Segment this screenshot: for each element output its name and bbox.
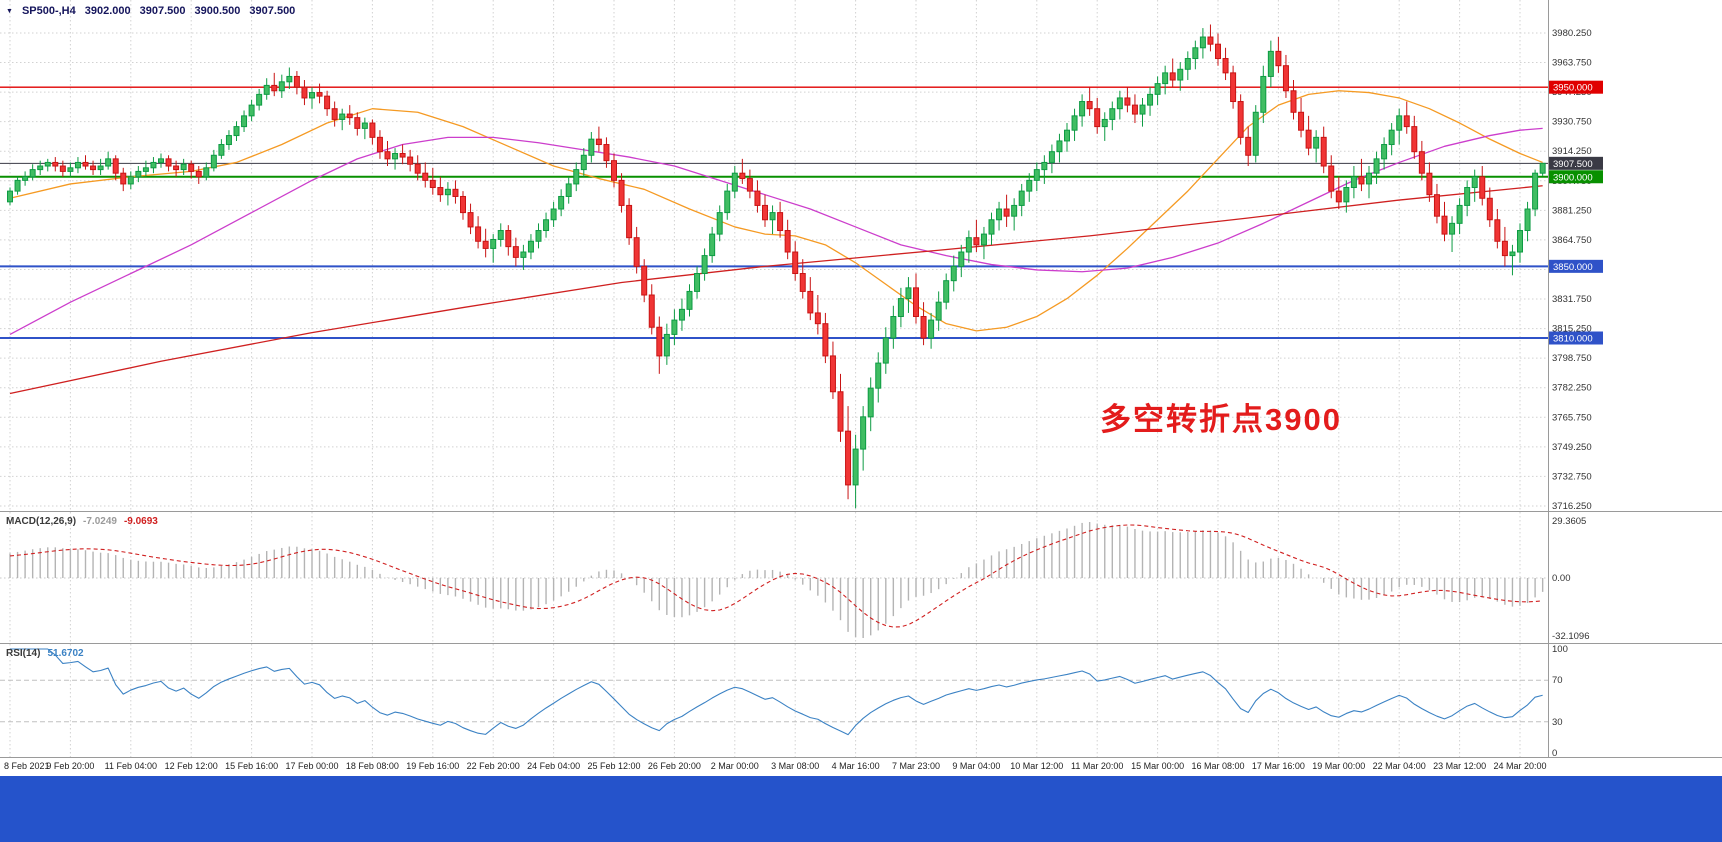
horizontal-level-lines — [0, 86, 1548, 340]
price-axis-label: 3914.250 — [1552, 146, 1592, 157]
rsi-value: 51.6702 — [47, 648, 84, 659]
time-axis-label: 26 Feb 20:00 — [648, 761, 701, 771]
price-axis-label: 3881.250 — [1552, 205, 1592, 216]
macd-axis-label: -32.1096 — [1552, 631, 1590, 642]
time-axis-label: 17 Feb 00:00 — [285, 761, 338, 771]
rsi-axis-label: 100 — [1552, 644, 1568, 655]
price-axis-label: 3749.250 — [1552, 442, 1592, 453]
symbol-period-label: SP500-,H4 — [21, 5, 76, 17]
time-axis-label: 25 Feb 12:00 — [587, 761, 640, 771]
price-axis-label: 3798.750 — [1552, 353, 1592, 364]
svg-text:3850.000: 3850.000 — [1553, 262, 1593, 273]
time-axis-label: 15 Mar 00:00 — [1131, 761, 1184, 771]
time-axis-label: 15 Feb 16:00 — [225, 761, 278, 771]
price-axis-label: 3963.750 — [1552, 58, 1592, 69]
time-axis-label: 16 Mar 08:00 — [1191, 761, 1244, 771]
time-axis-label: 11 Feb 04:00 — [105, 761, 157, 771]
svg-text:3810.000: 3810.000 — [1553, 334, 1593, 345]
close-value: 3907.500 — [249, 5, 296, 17]
time-axis-label: 17 Mar 16:00 — [1252, 761, 1305, 771]
time-axis-label: 8 Feb 2021 — [4, 761, 50, 771]
time-axis-label: 24 Feb 04:00 — [527, 761, 580, 771]
time-axis-label: 4 Mar 16:00 — [832, 761, 880, 771]
macd-value-main: -7.0249 — [83, 516, 117, 527]
annotation-text: 多空转折点3900 — [1100, 402, 1342, 437]
macd-indicator-label: MACD(12,26,9) -7.0249 -9.0693 — [6, 516, 158, 527]
price-badge: 3810.000 — [1549, 331, 1603, 345]
rsi-axis-label: 0 — [1552, 748, 1557, 759]
time-axis-label: 19 Feb 16:00 — [406, 761, 459, 771]
price-badge: 3850.000 — [1549, 259, 1603, 273]
macd-axis-label: 29.3605 — [1552, 516, 1586, 527]
svg-text:3950.000: 3950.000 — [1553, 83, 1593, 94]
time-axis-label: 12 Feb 12:00 — [165, 761, 218, 771]
rsi-line — [10, 648, 1543, 736]
time-axis-label: 9 Feb 20:00 — [46, 761, 94, 771]
rsi-name: RSI(14) — [6, 648, 41, 659]
rsi-indicator-label: RSI(14) 51.6702 — [6, 648, 84, 659]
price-axis-label: 3765.750 — [1552, 412, 1592, 423]
price-axis-label: 3732.750 — [1552, 471, 1592, 482]
price-axis-label: 3864.750 — [1552, 235, 1592, 246]
svg-text:3907.500: 3907.500 — [1553, 159, 1593, 170]
time-axis-label: 23 Mar 12:00 — [1433, 761, 1486, 771]
open-value: 3902.000 — [84, 5, 131, 17]
time-axis-label: 2 Mar 00:00 — [711, 761, 759, 771]
low-value: 3900.500 — [194, 5, 241, 17]
macd-signal-line — [9, 524, 1543, 628]
price-badge: 3907.500 — [1549, 156, 1603, 170]
time-axis-label: 3 Mar 08:00 — [771, 761, 819, 771]
time-axis-label: 9 Mar 04:00 — [952, 761, 1000, 771]
chart-title-bar: ▼ SP500-,H4 3902.000 3907.500 3900.500 3… — [6, 5, 295, 17]
high-value: 3907.500 — [139, 5, 186, 17]
price-axis-label: 3980.250 — [1552, 28, 1592, 39]
svg-text:3900.000: 3900.000 — [1553, 172, 1593, 183]
macd-value-signal: -9.0693 — [123, 516, 158, 527]
macd-name: MACD(12,26,9) — [6, 516, 77, 527]
bottom-bar — [0, 776, 1722, 842]
price-axis-label: 3716.250 — [1552, 501, 1592, 512]
price-axis-label: 3782.250 — [1552, 383, 1592, 394]
ma-mid-magenta-line — [9, 127, 1543, 335]
price-badge: 3950.000 — [1549, 80, 1603, 94]
price-axis-label: 3930.750 — [1552, 117, 1592, 128]
time-axis-label: 22 Feb 20:00 — [467, 761, 520, 771]
price-axis-label: 3815.250 — [1552, 324, 1592, 335]
symbol-dropdown-icon[interactable]: ▼ — [6, 7, 13, 15]
candles-group — [7, 24, 1546, 509]
ma-slow-red-line — [9, 185, 1543, 395]
rsi-axis-label: 70 — [1552, 675, 1563, 686]
time-axis-label: 19 Mar 00:00 — [1312, 761, 1365, 771]
time-axis-label: 7 Mar 23:00 — [892, 761, 940, 771]
time-axis-label: 22 Mar 04:00 — [1373, 761, 1426, 771]
macd-axis-label: 0.00 — [1552, 573, 1571, 584]
price-axis-label: 3831.750 — [1552, 294, 1592, 305]
time-axis-label: 11 Mar 20:00 — [1071, 761, 1123, 771]
macd-histogram — [9, 522, 1544, 638]
price-badge: 3900.000 — [1549, 170, 1603, 184]
time-axis-label: 24 Mar 20:00 — [1493, 761, 1546, 771]
time-axis-label: 18 Feb 08:00 — [346, 761, 399, 771]
rsi-axis-label: 30 — [1552, 717, 1563, 728]
time-axis-label: 10 Mar 12:00 — [1010, 761, 1063, 771]
